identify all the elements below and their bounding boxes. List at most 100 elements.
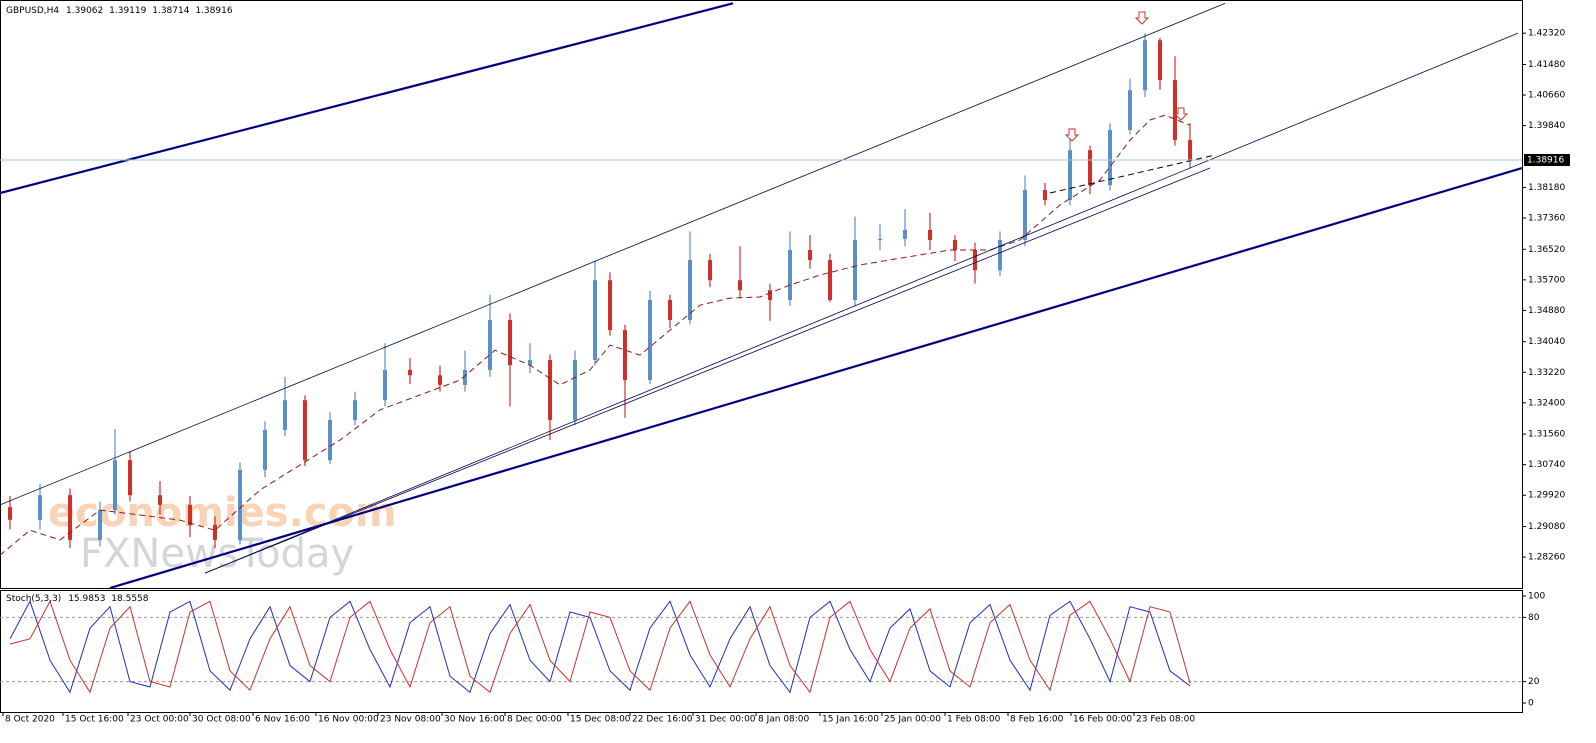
candle-body <box>1158 40 1162 81</box>
y-tick-label: 1.34880 <box>1528 306 1565 316</box>
y-tick-label: 1.32400 <box>1528 398 1565 408</box>
candle-body <box>1188 140 1192 161</box>
line <box>0 2 1226 506</box>
candle-body <box>408 370 412 376</box>
line <box>9 600 1191 694</box>
candle-body <box>738 280 742 291</box>
candle-body <box>1143 40 1147 91</box>
stoch-panel <box>0 590 1523 713</box>
candle-body <box>973 250 977 271</box>
x-tick-label: 16 Feb 00:00 <box>1073 715 1132 725</box>
candle-body <box>808 250 812 261</box>
candle-body <box>238 469 242 540</box>
x-tick-label: 25 Jan 00:00 <box>884 715 941 725</box>
price-tag <box>1524 154 1570 167</box>
high: 1.39119 <box>109 6 146 16</box>
candle-body <box>903 229 907 239</box>
symbol-header: GBPUSD,H4 1.39062 1.39119 1.38714 1.3891… <box>6 6 233 16</box>
x-tick-label: 8 Dec 00:00 <box>507 715 562 725</box>
y-tick-label: 1.29080 <box>1528 522 1565 532</box>
candle-body <box>1043 190 1047 201</box>
y-tick-label: 100 <box>1528 591 1545 601</box>
y-tick-label: 1.38180 <box>1528 183 1565 193</box>
candle-body <box>488 320 492 371</box>
candle-body <box>283 400 287 431</box>
x-tick-label: 16 Nov 00:00 <box>318 715 379 725</box>
candle-body <box>188 504 192 526</box>
x-tick-label: 6 Nov 16:00 <box>255 715 310 725</box>
candle-body <box>68 495 72 540</box>
candle-body <box>623 330 627 381</box>
candle-body <box>928 229 932 240</box>
candle-body <box>263 430 267 470</box>
candle-body <box>1108 130 1112 186</box>
candle-body <box>548 359 552 420</box>
y-tick-label: 1.29920 <box>1528 491 1565 501</box>
candle-body <box>608 280 612 331</box>
candle-body <box>303 400 307 461</box>
candle-body <box>878 238 882 240</box>
low: 1.38714 <box>152 6 189 16</box>
candle-body <box>1088 150 1092 186</box>
line <box>204 32 1519 574</box>
y-tick-label: 1.36520 <box>1528 245 1565 255</box>
down-arrow <box>1134 11 1150 25</box>
watermark: economies.com <box>48 490 397 536</box>
line <box>109 166 1523 590</box>
candle-body <box>593 280 597 360</box>
down-arrow <box>1173 107 1189 121</box>
candle-body <box>158 495 162 505</box>
candle-body <box>438 375 442 385</box>
x-tick-label: 8 Feb 16:00 <box>1010 715 1064 725</box>
x-tick-label: 15 Oct 16:00 <box>65 715 124 725</box>
k-value: 15.9853 <box>68 594 105 604</box>
y-tick-label: 1.31560 <box>1528 430 1565 440</box>
candle-body <box>1173 80 1177 141</box>
candle-body <box>953 239 957 251</box>
y-tick-label: 1.34040 <box>1528 337 1565 347</box>
candle-body <box>113 460 117 511</box>
line <box>9 600 1191 694</box>
candle-body <box>573 359 577 420</box>
line <box>0 114 1191 556</box>
x-tick-label: 30 Nov 16:00 <box>444 715 505 725</box>
price-panel <box>0 0 1523 589</box>
candle-body <box>688 260 692 321</box>
x-tick-label: 23 Nov 08:00 <box>380 715 441 725</box>
d-value: 18.5558 <box>111 594 148 604</box>
x-tick-label: 22 Dec 16:00 <box>632 715 693 725</box>
line <box>204 167 1211 574</box>
candle-body <box>128 460 132 496</box>
price-tag-label: 1.38916 <box>1527 156 1564 166</box>
stoch-header: Stoch(5,3,3) 15.9853 18.5558 <box>6 594 149 604</box>
candle-body <box>383 370 387 401</box>
y-tick-label: 1.41480 <box>1528 60 1565 70</box>
candle-body <box>648 299 652 381</box>
x-tick-label: 1 Feb 08:00 <box>947 715 1001 725</box>
y-tick-label: 1.35700 <box>1528 275 1565 285</box>
candle-body <box>463 370 467 385</box>
x-tick-label: 15 Jan 16:00 <box>822 715 879 725</box>
y-tick-label: 1.28260 <box>1528 553 1565 563</box>
x-tick-label: 30 Oct 08:00 <box>192 715 251 725</box>
x-tick-label: 23 Feb 08:00 <box>1136 715 1195 725</box>
candle-body <box>708 260 712 281</box>
candle-body <box>353 400 357 420</box>
candle-body <box>788 250 792 300</box>
candle-body <box>98 510 102 540</box>
candle-body <box>38 495 42 520</box>
y-tick-label: 0 <box>1528 699 1534 709</box>
candle-body <box>1023 190 1027 240</box>
candle-body <box>828 260 832 300</box>
y-tick-label: 20 <box>1528 677 1540 687</box>
candle-body <box>1068 150 1072 201</box>
x-tick-label: 8 Jan 08:00 <box>758 715 810 725</box>
candle-body <box>998 239 1002 271</box>
x-tick-label: 23 Oct 00:00 <box>130 715 189 725</box>
candle-body <box>8 507 12 520</box>
down-arrow <box>1064 128 1080 142</box>
candle-body <box>853 239 857 300</box>
y-tick-label: 1.39840 <box>1528 121 1565 131</box>
